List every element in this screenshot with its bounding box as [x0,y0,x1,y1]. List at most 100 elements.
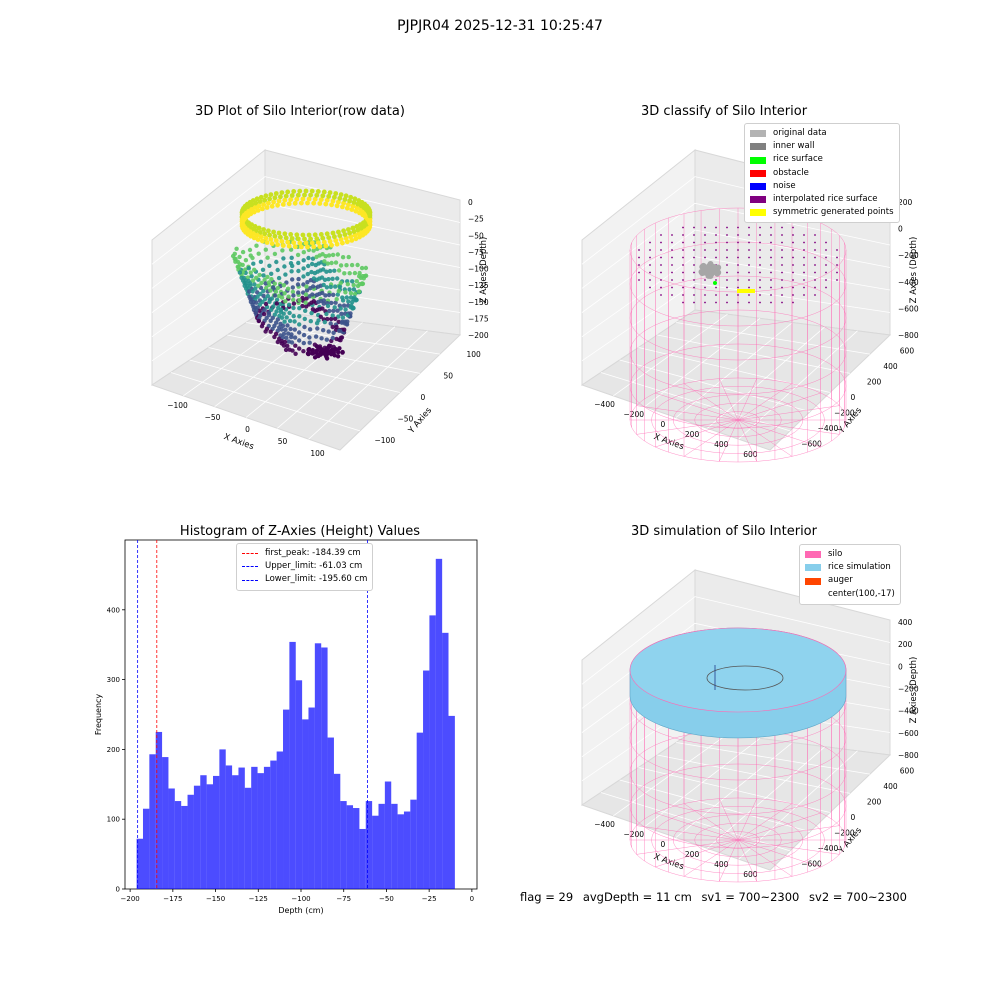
interpolated-point [715,226,717,229]
scatter-point [337,346,342,351]
interpolated-point [671,264,673,266]
scatter-point [283,193,289,199]
scatter-point [323,201,329,207]
z-tick-label: −75 [468,248,484,257]
silo-floor-spoke [737,839,793,877]
scatter-point [272,251,278,257]
scatter-point [292,327,297,332]
scatter-point [279,338,284,344]
scatter-point [301,340,306,346]
scatter-point [301,250,306,255]
legend-swatch [750,182,766,190]
scatter-point [325,261,330,266]
raw-3d-scatter-plot[interactable]: −100 −50 0 50 100 −100 −50 0 50 100 0 −25 −50 −75 −100… [130,130,490,470]
legend-swatch [750,196,766,204]
scatter-point [321,267,326,272]
interpolated-point [770,294,772,296]
interpolated-point [649,279,651,281]
scatter-point [282,231,288,237]
scatter-point [305,244,310,250]
scatter-point [258,259,264,264]
scatter-point [273,289,279,294]
x-tick-label: −100 [167,401,188,410]
scatter-point [261,288,266,294]
scatter-point [333,347,339,352]
scatter-point [336,288,341,294]
scatter-point [321,282,326,288]
scatter-point [295,282,301,287]
simulation-3d-plot[interactable]: −400−2000200400600−600−400−2000200400600… [560,550,920,890]
interpolated-point [825,241,827,244]
scatter-point [275,242,280,248]
scatter-point [321,298,327,303]
scatter-point [330,198,336,204]
scatter-point [291,189,297,194]
scatter-point [284,315,289,320]
interpolated-point [638,271,640,274]
interpolated-point [649,264,651,266]
interpolated-point [660,294,662,296]
interpolated-point [781,241,783,244]
interpolated-point [792,264,794,266]
scatter-point [296,260,301,266]
scatter-point [248,253,253,258]
scatter-point [339,335,345,340]
scatter-point [305,351,311,356]
interpolated-point [638,249,640,251]
histogram-bar [219,749,226,889]
scatter-point [291,297,296,303]
legend-label: symmetric generated points [773,207,894,218]
scatter-point [356,231,362,236]
scatter-point [307,327,313,332]
interpolated-points [638,226,838,304]
scatter-point [341,200,346,206]
scatter-point [329,316,334,322]
interpolated-point [671,294,673,296]
scatter-point [354,279,359,284]
interpolated-point [726,294,728,296]
scatter-point [274,320,279,325]
x-tick-label: −125 [249,895,268,903]
scatter-point [348,291,354,296]
interpolated-point [693,271,695,274]
interpolated-point [693,249,695,251]
interpolated-point [660,249,662,251]
scatter-point [250,289,255,294]
z-tick-label: 200 [898,198,913,207]
gridline [581,256,891,337]
histogram-bar [429,615,436,890]
interpolated-point [803,271,805,274]
scatter-point [304,284,309,289]
z-tick-label: −125 [468,281,489,290]
x-tick-label: 0 [661,840,666,849]
depth-histogram[interactable]: −200 −175 −150 −125 −100 −75 −50 −25 0 0 100 200 300… [80,530,500,920]
scatter-point [292,335,298,340]
silo-floor-spoke [683,803,739,841]
scatter-point [352,291,358,297]
scatter-point [331,330,336,335]
scatter-point [337,195,343,201]
scatter-point [256,318,261,324]
scatter-point [256,203,262,209]
scatter-point [263,193,269,199]
scatter-point [333,284,338,289]
scatter-point [343,235,349,241]
interpolated-point [726,249,728,251]
scatter-point [251,299,256,305]
z-axis-label: Z Axies (Depth) [909,237,919,304]
interpolated-point [660,286,662,289]
scatter-point [350,225,356,231]
silo-floor-spoke [737,839,757,882]
scatter-point [274,297,280,302]
scatter-point [320,193,326,199]
legend-entry: original data [750,127,894,140]
histogram-bar [448,715,455,889]
scatter-point [268,237,274,242]
scatter-point [288,261,294,266]
histogram-bar [257,773,264,890]
y-tick-label: 600 [900,767,915,776]
y-tick-label: 200 [107,746,120,754]
scatter-point [340,240,345,246]
scatter-point [283,327,288,332]
scatter-point [308,236,313,242]
